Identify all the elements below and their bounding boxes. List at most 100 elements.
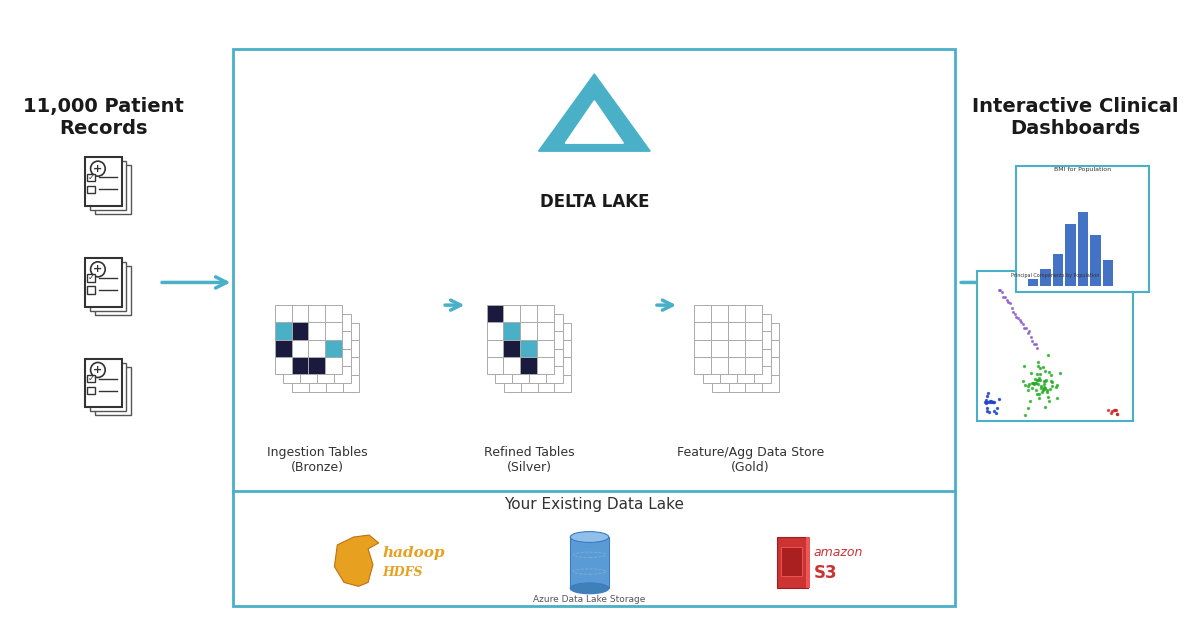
Point	[1036, 375, 1055, 385]
Bar	[538, 357, 554, 374]
FancyBboxPatch shape	[978, 271, 1134, 421]
Point	[1027, 386, 1046, 396]
Bar	[695, 305, 712, 323]
Bar	[503, 323, 521, 340]
Bar	[712, 323, 728, 340]
Text: Feature/Agg Data Store
(Gold): Feature/Agg Data Store (Gold)	[677, 446, 824, 474]
Point	[1028, 375, 1048, 385]
Ellipse shape	[570, 532, 608, 542]
Bar	[728, 375, 745, 392]
Bar	[486, 305, 503, 323]
Point	[977, 403, 996, 413]
Point	[1015, 323, 1034, 333]
Point	[1036, 365, 1055, 375]
FancyBboxPatch shape	[95, 165, 131, 214]
Bar	[300, 348, 317, 366]
Point	[1033, 385, 1052, 395]
Bar	[762, 375, 779, 392]
Bar	[512, 348, 529, 366]
Bar	[529, 314, 546, 331]
Text: BMI for Population: BMI for Population	[1054, 167, 1111, 172]
Point	[1030, 363, 1049, 373]
Bar	[712, 323, 728, 340]
Bar	[745, 357, 762, 374]
Point	[998, 297, 1018, 307]
Bar	[712, 305, 728, 323]
Bar	[762, 357, 779, 375]
Point	[986, 408, 1006, 418]
Bar	[275, 305, 292, 323]
Point	[1027, 389, 1046, 399]
Bar	[325, 375, 343, 392]
Bar	[1078, 212, 1088, 287]
Point	[1034, 384, 1054, 394]
Bar	[720, 348, 737, 366]
Point	[1027, 369, 1046, 379]
Bar	[86, 375, 95, 382]
Bar	[754, 331, 770, 348]
Bar	[1052, 254, 1063, 287]
Point	[1028, 375, 1048, 385]
Bar	[504, 340, 521, 357]
Text: amazon: amazon	[814, 546, 863, 559]
Bar	[538, 305, 554, 323]
Point	[994, 292, 1013, 302]
Point	[996, 292, 1015, 302]
Bar	[554, 375, 571, 392]
Bar	[538, 357, 554, 375]
Point	[1002, 304, 1021, 314]
Bar	[334, 348, 350, 366]
Bar	[496, 314, 512, 331]
Point	[1025, 339, 1044, 349]
Bar	[504, 357, 521, 375]
Bar	[737, 331, 754, 348]
Point	[978, 391, 997, 401]
Point	[1019, 385, 1038, 395]
Bar	[292, 357, 308, 375]
Text: Refined Tables
(Silver): Refined Tables (Silver)	[484, 446, 574, 474]
Bar	[737, 348, 754, 366]
Bar	[728, 357, 745, 375]
Point	[1034, 375, 1054, 386]
FancyBboxPatch shape	[90, 363, 126, 411]
Text: S3: S3	[814, 564, 838, 581]
Point	[979, 397, 998, 407]
Bar	[283, 366, 300, 383]
Bar	[529, 366, 546, 383]
Bar	[720, 366, 737, 383]
Point	[1034, 379, 1054, 389]
Bar	[712, 340, 728, 357]
Point	[1025, 379, 1044, 389]
Point	[978, 397, 997, 407]
Point	[1026, 374, 1045, 384]
Bar	[496, 348, 512, 366]
Point	[1037, 385, 1056, 395]
Point	[984, 398, 1003, 408]
Bar	[325, 323, 342, 340]
Point	[1108, 409, 1127, 419]
FancyBboxPatch shape	[781, 547, 803, 576]
Bar	[343, 357, 360, 375]
Bar	[728, 340, 745, 357]
Point	[984, 406, 1003, 416]
FancyBboxPatch shape	[90, 262, 126, 311]
Bar	[728, 305, 745, 323]
Bar	[1090, 234, 1100, 287]
Bar	[496, 331, 512, 348]
Point	[1019, 403, 1038, 413]
Bar	[712, 375, 728, 392]
Point	[1102, 408, 1121, 418]
Text: HDFS: HDFS	[383, 566, 424, 579]
Bar	[325, 340, 342, 357]
Bar	[546, 314, 563, 331]
Bar	[504, 375, 521, 392]
Bar	[521, 340, 538, 357]
Point	[1039, 392, 1058, 402]
Point	[1033, 362, 1052, 372]
Bar	[308, 340, 325, 357]
Point	[1030, 373, 1049, 383]
FancyBboxPatch shape	[95, 266, 131, 315]
Point	[988, 403, 1007, 413]
Point	[1021, 368, 1040, 378]
Bar	[334, 366, 350, 383]
